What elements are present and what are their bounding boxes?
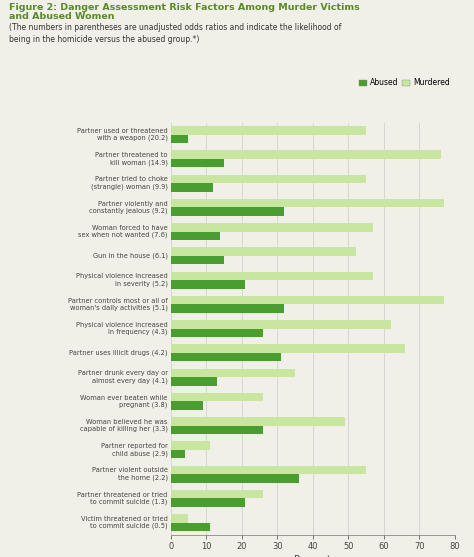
Bar [171,344,405,353]
Bar [171,417,345,426]
Bar [171,499,246,507]
Bar [171,377,217,385]
Bar [171,450,185,458]
Bar [171,514,188,522]
Bar [171,320,391,329]
Bar [171,207,284,216]
Text: and Abused Women: and Abused Women [9,12,115,21]
Bar [171,223,373,232]
Bar [171,183,213,192]
Bar [171,304,284,313]
X-axis label: Percent: Percent [294,555,331,557]
Bar [171,369,295,377]
Bar [171,150,441,159]
Bar [171,490,263,499]
Bar [171,272,373,280]
Bar [171,296,444,304]
Bar [171,256,224,265]
Bar [171,232,220,240]
Bar [171,353,281,361]
Bar [171,199,444,207]
Bar [171,402,202,410]
Bar [171,393,263,402]
Bar [171,175,366,183]
Bar [171,441,210,450]
Bar [171,126,366,135]
Bar [171,522,210,531]
Bar [171,474,299,482]
Bar [171,247,356,256]
Bar [171,426,263,434]
Bar [171,466,366,474]
Text: Figure 2: Danger Assessment Risk Factors Among Murder Victims: Figure 2: Danger Assessment Risk Factors… [9,3,360,12]
Bar [171,135,188,143]
Bar [171,329,263,337]
Legend: Abused, Murdered: Abused, Murdered [358,77,451,89]
Bar [171,159,224,168]
Text: (The numbers in parentheses are unadjusted odds ratios and indicate the likeliho: (The numbers in parentheses are unadjust… [9,23,342,44]
Bar [171,280,246,289]
